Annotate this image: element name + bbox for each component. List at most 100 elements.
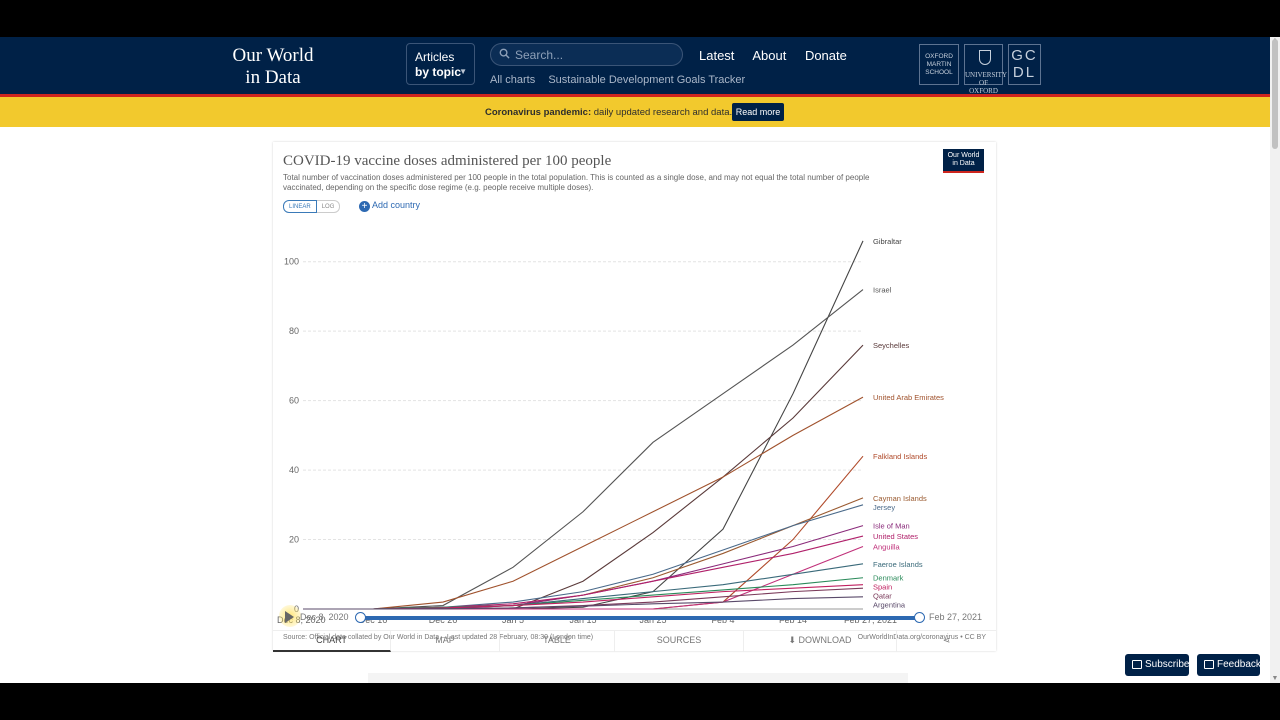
logo-line2: in Data — [245, 67, 301, 88]
chat-icon — [1204, 660, 1214, 669]
series-label: United States — [873, 532, 918, 541]
topic-line1: Articles — [415, 50, 455, 64]
download-label: DOWNLOAD — [798, 635, 852, 645]
timeline-start-handle[interactable] — [355, 612, 366, 623]
y-tick-label: 80 — [289, 326, 299, 336]
badge-line2: in Data — [952, 160, 975, 167]
source-note: Source: Official data collated by Our Wo… — [283, 634, 594, 641]
timeline-end-label: Feb 27, 2021 — [929, 612, 983, 622]
series-label: Gibraltar — [873, 237, 902, 246]
search-input[interactable]: Search... — [490, 43, 683, 66]
x-tick-label: Feb 27, 2021 — [844, 615, 897, 625]
coronavirus-banner: Coronavirus pandemic: daily updated rese… — [0, 97, 1270, 127]
series-label: United Arab Emirates — [873, 393, 944, 402]
series-label: Anguilla — [873, 542, 901, 551]
logo-line1: Our World — [232, 45, 314, 66]
mail-icon — [1132, 660, 1142, 669]
series-label: Cayman Islands — [873, 494, 927, 503]
banner-text: Coronavirus pandemic: daily updated rese… — [485, 107, 732, 118]
owid-badge-logo[interactable]: Our World in Data — [943, 149, 984, 173]
series-line — [303, 289, 864, 610]
oxford-university-logo[interactable]: UNIVERSITY OF OXFORD — [964, 44, 1007, 95]
x-tick-label: Jan 15 — [569, 615, 596, 625]
add-country-label: Add country — [372, 200, 421, 210]
share-button[interactable]: ⋖ — [897, 631, 996, 652]
share-icon: ⋖ — [942, 635, 951, 645]
crest-icon — [979, 50, 991, 65]
scroll-down-icon[interactable]: ▼ — [1271, 675, 1279, 682]
browser-viewport: Our World in Data Articles by topic ▼ Se… — [0, 37, 1270, 683]
chart-subtitle: Total number of vaccination doses admini… — [283, 173, 870, 192]
nav-donate[interactable]: Donate — [804, 48, 847, 63]
series-line — [303, 344, 864, 610]
x-tick-label: Dec 16 — [359, 615, 388, 625]
series-label: Israel — [873, 286, 892, 295]
badge-line1: Our World — [947, 152, 980, 159]
log-scale-button[interactable]: LOG — [316, 200, 341, 213]
partner-text: GC — [1011, 47, 1038, 64]
tab-chart[interactable]: CHART — [273, 631, 391, 652]
timeline: Dec 8, 2020 Feb 27, 2021 — [273, 605, 996, 627]
x-tick-label: Dec 26 — [429, 615, 458, 625]
timeline-end-handle[interactable] — [914, 612, 925, 623]
partner-text: DL — [1012, 64, 1037, 81]
subscribe-button[interactable]: Subscribe — [1125, 654, 1189, 676]
owid-logo[interactable]: Our World in Data — [228, 45, 318, 89]
y-tick-label: 40 — [289, 465, 299, 475]
gcdl-logo[interactable]: GC DL — [1008, 44, 1041, 85]
banner-rest: daily updated research and data. — [591, 107, 733, 118]
series-line — [303, 525, 864, 610]
chart-title: COVID-19 vaccine doses administered per … — [283, 153, 612, 169]
x-tick-label: Dec 8, 2020 — [277, 615, 326, 625]
feedback-label: Feedback — [1217, 659, 1261, 670]
y-tick-label: 60 — [289, 396, 299, 406]
y-tick-label: 20 — [289, 535, 299, 545]
nav-about[interactable]: About — [752, 48, 787, 63]
tab-table[interactable]: TABLE — [500, 631, 615, 652]
timeline-start-label: Dec 8, 2020 — [300, 612, 349, 622]
tab-download[interactable]: ⬇ DOWNLOAD — [744, 631, 897, 652]
site-header: Our World in Data Articles by topic ▼ Se… — [0, 37, 1270, 97]
scrollbar-thumb[interactable] — [1272, 39, 1278, 149]
sub-nav: All charts Sustainable Development Goals… — [490, 74, 755, 86]
series-label: Isle of Man — [873, 522, 910, 531]
plus-icon: + — [359, 201, 370, 212]
series-label: Falkland Islands — [873, 452, 927, 461]
x-tick-label: Jan 5 — [502, 615, 524, 625]
y-tick-label: 100 — [284, 257, 299, 267]
tab-sources[interactable]: SOURCES — [615, 631, 744, 652]
chart-tabs: CHART MAP TABLE SOURCES ⬇ DOWNLOAD ⋖ — [273, 630, 996, 652]
partner-text: UNIVERSITY OF — [965, 71, 1007, 87]
page-scrollbar[interactable]: ▲ ▼ — [1270, 37, 1280, 683]
x-tick-label: Feb 14 — [779, 615, 807, 625]
series-label: Argentina — [873, 601, 906, 610]
nav-sdg-tracker[interactable]: Sustainable Development Goals Tracker — [548, 74, 746, 86]
feedback-button[interactable]: Feedback — [1197, 654, 1261, 676]
series-line — [303, 577, 864, 610]
series-label: Faeroe Islands — [873, 560, 923, 569]
series-line — [303, 596, 864, 610]
chevron-down-icon: ▼ — [459, 67, 467, 76]
series-label: Spain — [873, 583, 892, 592]
read-more-button[interactable]: Read more — [732, 103, 784, 121]
timeline-track[interactable] — [360, 616, 919, 620]
tab-map[interactable]: MAP — [391, 631, 500, 652]
linear-scale-button[interactable]: LINEAR — [283, 200, 317, 213]
series-line — [303, 240, 864, 610]
nav-all-charts[interactable]: All charts — [490, 74, 536, 86]
articles-by-topic-button[interactable]: Articles by topic ▼ — [406, 43, 475, 85]
subscribe-label: Subscribe — [1145, 659, 1190, 670]
partner-text: SCHOOL — [925, 69, 953, 76]
series-label: Seychelles — [873, 341, 910, 350]
chart-card: COVID-19 vaccine doses administered per … — [273, 142, 996, 651]
series-line — [303, 396, 864, 610]
search-icon — [499, 48, 510, 59]
play-icon[interactable] — [285, 611, 294, 623]
oxford-martin-logo[interactable]: OXFORD MARTIN SCHOOL — [919, 44, 959, 85]
partner-text: OXFORD — [925, 53, 953, 60]
page-content-edge — [368, 673, 908, 683]
source-url[interactable]: OurWorldInData.org/coronavirus • CC BY — [857, 634, 986, 641]
add-country-button[interactable]: + Add country — [359, 200, 420, 212]
nav-latest[interactable]: Latest — [699, 48, 735, 63]
